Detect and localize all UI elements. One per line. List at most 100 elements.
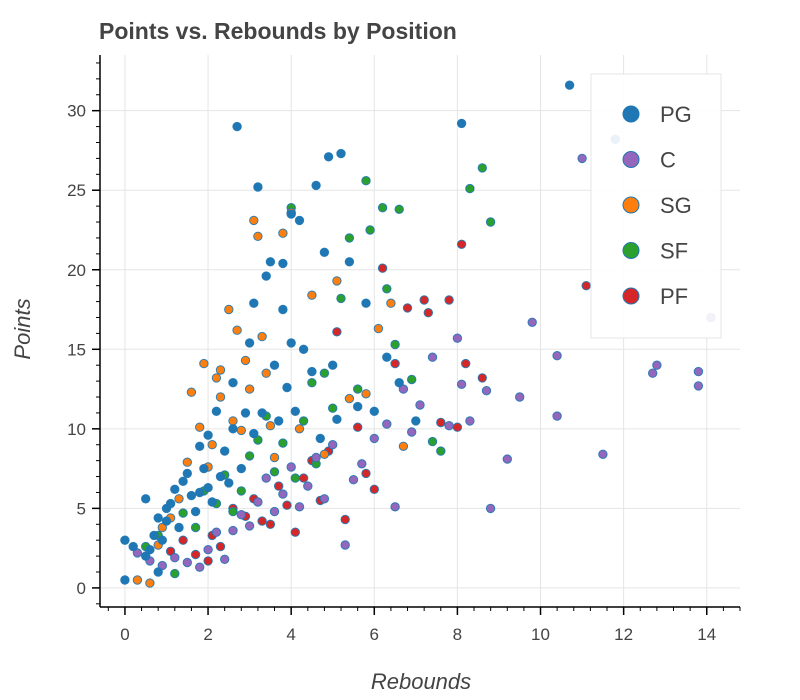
legend-marker: [622, 287, 640, 305]
data-point: [195, 441, 205, 451]
data-point: [411, 416, 421, 426]
legend-item-c[interactable]: C: [622, 148, 676, 173]
data-point: [199, 358, 209, 369]
data-point: [382, 352, 392, 362]
legend-item-sf[interactable]: SF: [622, 239, 688, 264]
data-point: [278, 438, 288, 448]
y-tick-label: 0: [77, 579, 86, 598]
data-point: [465, 183, 475, 194]
data-point: [652, 360, 662, 370]
data-point: [377, 203, 388, 213]
data-point: [298, 473, 309, 483]
data-point: [286, 462, 296, 472]
data-point: [244, 521, 255, 531]
data-point: [307, 290, 317, 300]
legend-marker: [622, 242, 640, 259]
data-point: [215, 365, 226, 375]
data-point: [174, 494, 184, 504]
data-point: [353, 401, 363, 412]
data-point: [211, 406, 222, 416]
data-point: [228, 416, 238, 426]
data-point: [390, 339, 400, 350]
legend-item-sg[interactable]: SG: [622, 193, 692, 218]
data-point: [257, 516, 267, 526]
data-point: [382, 419, 392, 429]
data-point: [307, 366, 317, 377]
data-point: [190, 549, 201, 560]
x-tick-label: 8: [453, 625, 462, 644]
data-point: [377, 263, 388, 273]
data-point: [294, 424, 305, 434]
data-point: [282, 500, 292, 510]
data-point: [332, 276, 342, 286]
data-point: [427, 436, 438, 447]
data-point: [303, 481, 313, 491]
data-point: [244, 338, 255, 348]
data-point: [332, 327, 342, 337]
data-point: [182, 457, 193, 467]
data-point: [436, 446, 446, 456]
data-point: [361, 298, 371, 308]
data-point: [348, 475, 359, 485]
data-point: [357, 459, 367, 469]
data-point: [199, 463, 209, 474]
data-point: [132, 575, 143, 585]
y-axis-label: Points: [10, 298, 35, 359]
data-point: [182, 468, 193, 479]
x-tick-label: 0: [120, 625, 129, 644]
x-tick-label: 6: [370, 625, 379, 644]
data-point: [261, 368, 271, 378]
data-point: [170, 568, 180, 579]
data-point: [298, 344, 309, 354]
data-point: [190, 506, 201, 517]
data-point: [220, 446, 230, 456]
data-point: [257, 408, 267, 418]
data-point: [577, 153, 587, 164]
data-point: [203, 545, 213, 555]
data-point: [178, 535, 188, 545]
x-tick-label: 2: [203, 625, 212, 644]
x-tick-label: 10: [531, 625, 550, 644]
data-point: [415, 400, 425, 410]
data-point: [319, 449, 330, 459]
data-point: [274, 416, 284, 426]
data-point: [265, 257, 276, 267]
data-point: [253, 231, 263, 242]
data-point: [394, 378, 404, 388]
data-point: [203, 556, 213, 566]
data-point: [369, 484, 379, 494]
x-axis-ticks: 0 2 4 6 8 10 12 14: [107, 607, 741, 644]
legend-item-pf[interactable]: PF: [622, 284, 688, 309]
data-point: [232, 121, 242, 132]
data-point: [382, 284, 392, 294]
legend[interactable]: PG C SG SF PF: [590, 73, 722, 339]
data-point: [436, 417, 446, 428]
data-point: [253, 182, 263, 192]
data-point: [294, 215, 305, 226]
data-point: [203, 483, 213, 493]
data-point: [423, 308, 433, 318]
data-point: [369, 406, 379, 416]
data-point: [182, 557, 193, 568]
data-point: [195, 562, 205, 572]
x-tick-label: 14: [697, 625, 716, 644]
legend-label: PF: [660, 284, 688, 309]
data-point: [141, 494, 151, 504]
data-point: [149, 530, 159, 541]
data-point: [236, 425, 247, 436]
data-point: [228, 525, 238, 536]
data-point: [373, 323, 384, 334]
data-point: [290, 406, 300, 416]
data-point: [249, 428, 259, 439]
legend-item-pg[interactable]: PG: [622, 102, 692, 127]
data-point: [195, 422, 205, 432]
data-point: [165, 546, 176, 556]
data-point: [298, 416, 309, 426]
data-point: [319, 368, 330, 378]
data-point: [319, 494, 330, 504]
data-point: [141, 551, 151, 561]
y-tick-label: 25: [67, 181, 86, 200]
data-point: [269, 506, 280, 517]
data-point: [240, 408, 251, 418]
